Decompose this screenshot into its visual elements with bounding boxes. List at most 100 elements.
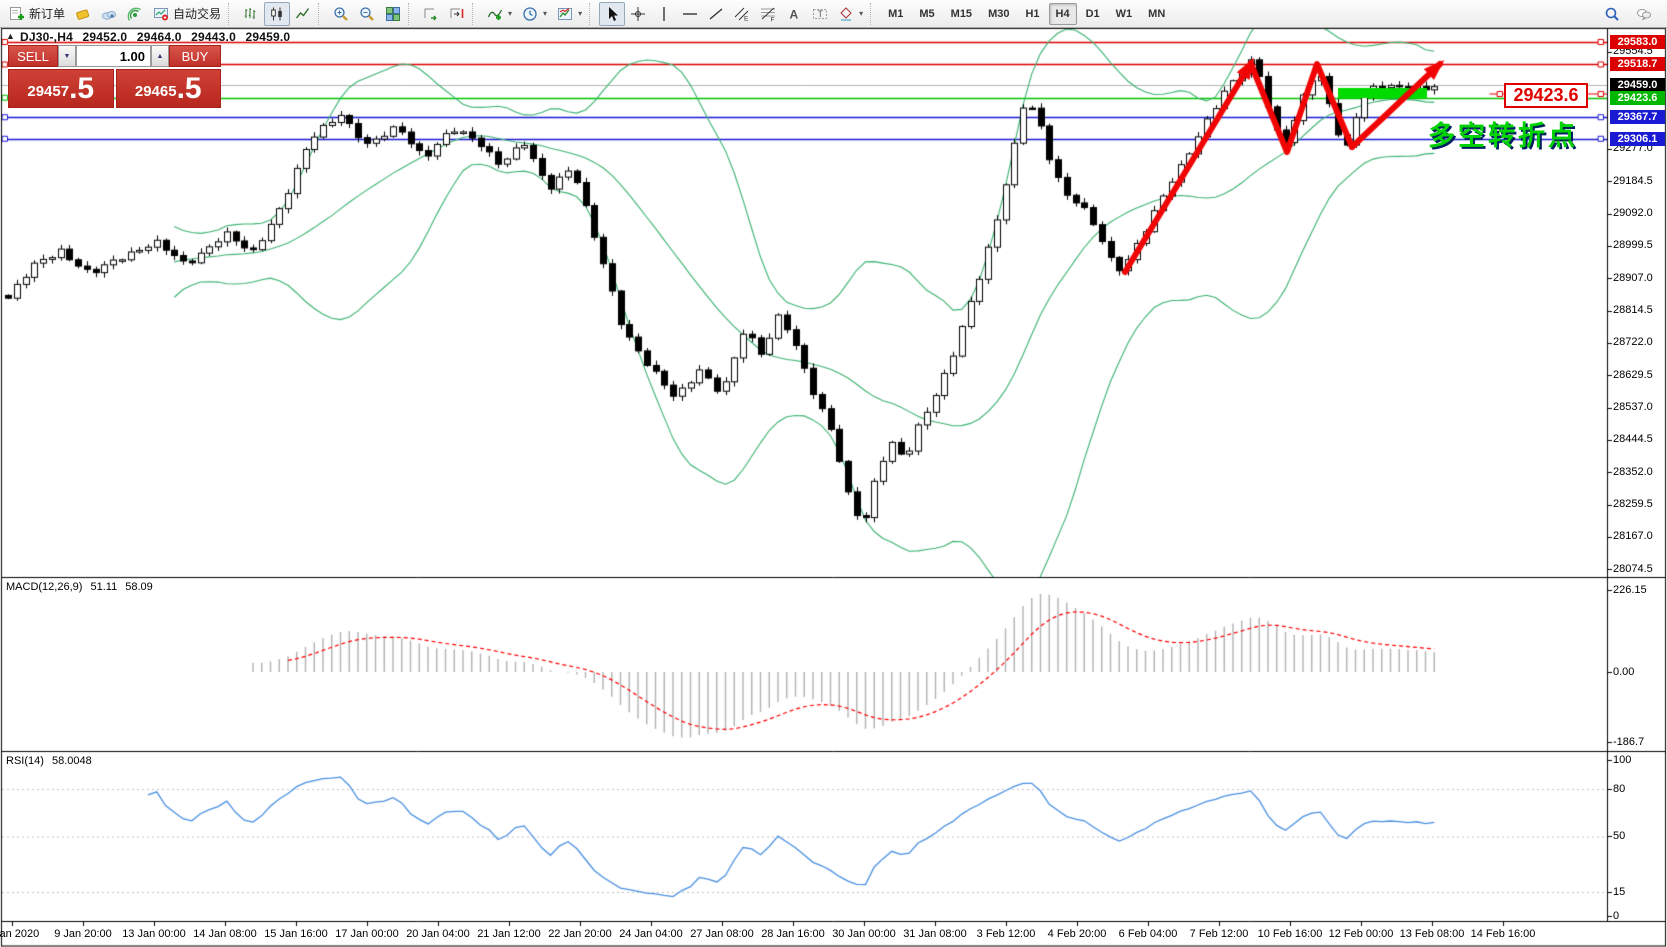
oct-panel-toggle[interactable]: ▲ <box>6 31 15 41</box>
toolbar-group-zoom <box>328 1 406 27</box>
time-axis-label: 30 Jan 00:00 <box>832 928 896 940</box>
chart-shift-button[interactable] <box>444 2 470 26</box>
ohlc-high: 29464.0 <box>136 30 182 44</box>
auto-scroll-button[interactable] <box>418 2 444 26</box>
timeframe-button-mn[interactable]: MN <box>1141 3 1172 25</box>
toolbar-separator <box>228 2 236 25</box>
candlestick-chart-button[interactable] <box>264 1 291 26</box>
rsi-indicator-label: RSI(14) 58.0048 <box>6 755 97 767</box>
new-order-button[interactable]: 新订单 <box>4 2 70 26</box>
time-axis-label: 24 Jan 04:00 <box>619 928 683 940</box>
sell-button[interactable]: SELL <box>8 45 58 67</box>
time-axis-label: 7 Feb 12:00 <box>1189 928 1249 940</box>
horizontal-line-button[interactable] <box>677 2 703 26</box>
price-axis-tick: 28722.0 <box>1613 336 1653 349</box>
fibonacci-button[interactable]: F <box>755 2 781 26</box>
autotrading-button[interactable]: 自动交易 <box>148 2 226 26</box>
lot-size-input[interactable]: 1.00 <box>76 45 151 67</box>
timeframe-button-w1[interactable]: W1 <box>1109 3 1140 25</box>
toolbar-group-drawing: E F A T ▾ <box>599 1 868 27</box>
price-axis-tick: 28999.5 <box>1613 239 1653 252</box>
clock-icon <box>522 6 538 22</box>
signals-button[interactable] <box>122 2 148 26</box>
time-axis-label: 3 Feb 12:00 <box>976 928 1036 940</box>
chat-button[interactable] <box>1631 2 1657 26</box>
timeframe-button-m5[interactable]: M5 <box>912 3 941 25</box>
buy-price-button[interactable]: 29465 .5 <box>115 69 221 108</box>
timeframe-button-m15[interactable]: M15 <box>944 3 979 25</box>
timeframe-button-h1[interactable]: H1 <box>1018 3 1046 25</box>
tile-windows-button[interactable] <box>380 2 406 26</box>
buy-button[interactable]: BUY <box>169 45 221 67</box>
timeframe-button-m1[interactable]: M1 <box>881 3 910 25</box>
chart-shift-icon <box>449 6 465 22</box>
price-tag: 29367.7 <box>1610 110 1665 125</box>
timeframe-button-m30[interactable]: M30 <box>981 3 1016 25</box>
price-axis-tick: 28907.0 <box>1613 271 1653 284</box>
price-tag: 29306.1 <box>1610 131 1665 146</box>
sell-price-button[interactable]: 29457 .5 <box>8 69 114 108</box>
rsi-axis-tick: 15 <box>1613 885 1626 898</box>
favorites-button[interactable] <box>70 2 96 26</box>
timeframe-button-h4[interactable]: H4 <box>1048 2 1077 25</box>
toolbar-separator <box>472 2 480 25</box>
ohlc-open: 29452.0 <box>82 30 128 44</box>
price-tag: 29583.0 <box>1610 35 1665 49</box>
zoom-out-icon <box>359 6 375 22</box>
time-axis-label: 22 Jan 20:00 <box>548 928 612 940</box>
new-order-icon <box>9 6 25 22</box>
time-axis-label: 13 Jan 00:00 <box>122 928 186 940</box>
cursor-icon <box>604 6 620 22</box>
zoom-in-icon <box>333 6 349 22</box>
template-icon <box>557 6 573 22</box>
macd-value-2: 58.09 <box>125 581 153 593</box>
indicators-button[interactable]: ▾ <box>482 2 517 26</box>
toolbar-separator <box>318 2 326 25</box>
crosshair-button[interactable] <box>625 2 651 26</box>
shapes-icon <box>838 6 854 22</box>
rsi-axis-tick: 100 <box>1613 753 1632 766</box>
text-button[interactable]: A <box>781 2 807 26</box>
toolbar-separator <box>589 2 597 25</box>
toolbar-group-objects: ▾ ▾ ▾ <box>482 1 587 27</box>
mql5-community-button[interactable] <box>96 2 122 26</box>
equidistant-channel-button[interactable]: E <box>729 2 755 26</box>
rsi-name: RSI(14) <box>6 755 44 767</box>
price-tag: 29518.7 <box>1610 57 1665 72</box>
search-button[interactable] <box>1599 2 1625 26</box>
chevron-down-icon: ▾ <box>508 9 513 18</box>
periods-button[interactable]: ▾ <box>517 2 552 26</box>
price-callout-label: 29423.6 <box>1504 83 1588 108</box>
chevron-down-icon: ▾ <box>543 9 548 18</box>
trendline-button[interactable] <box>703 2 729 26</box>
price-axis-tick: 29092.0 <box>1613 207 1653 220</box>
cursor-button[interactable] <box>599 1 626 26</box>
vertical-line-button[interactable] <box>651 2 677 26</box>
one-click-trading-panel: SELL ▼ 1.00 ▲ BUY 29457 .5 29465 .5 <box>8 45 221 108</box>
zoom-in-button[interactable] <box>328 2 354 26</box>
time-axis-label: 4 Feb 20:00 <box>1047 928 1107 940</box>
zoom-out-button[interactable] <box>354 2 380 26</box>
shapes-button[interactable]: ▾ <box>833 2 868 26</box>
cloud-icon <box>101 6 117 22</box>
sell-price-frac: .5 <box>69 72 95 105</box>
candlestick-icon <box>269 6 285 22</box>
macd-axis-tick: 0.00 <box>1613 665 1635 678</box>
search-icon <box>1604 6 1620 22</box>
timeframe-button-d1[interactable]: D1 <box>1079 3 1107 25</box>
lot-decrease-button[interactable]: ▼ <box>58 45 76 67</box>
time-axis-label: 31 Jan 08:00 <box>903 928 967 940</box>
templates-button[interactable]: ▾ <box>552 2 587 26</box>
signal-icon <box>127 6 143 22</box>
time-axis-label: 14 Feb 16:00 <box>1470 928 1536 940</box>
lot-increase-button[interactable]: ▲ <box>151 45 169 67</box>
bar-chart-button[interactable] <box>238 2 264 26</box>
ohlc-low: 29443.0 <box>191 30 236 44</box>
text-label-button[interactable]: T <box>807 2 833 26</box>
price-tag: 29459.0 <box>1610 78 1665 93</box>
line-chart-button[interactable] <box>290 2 316 26</box>
time-axis-label: 14 Jan 08:00 <box>193 928 257 940</box>
toolbar-separator <box>870 2 878 25</box>
